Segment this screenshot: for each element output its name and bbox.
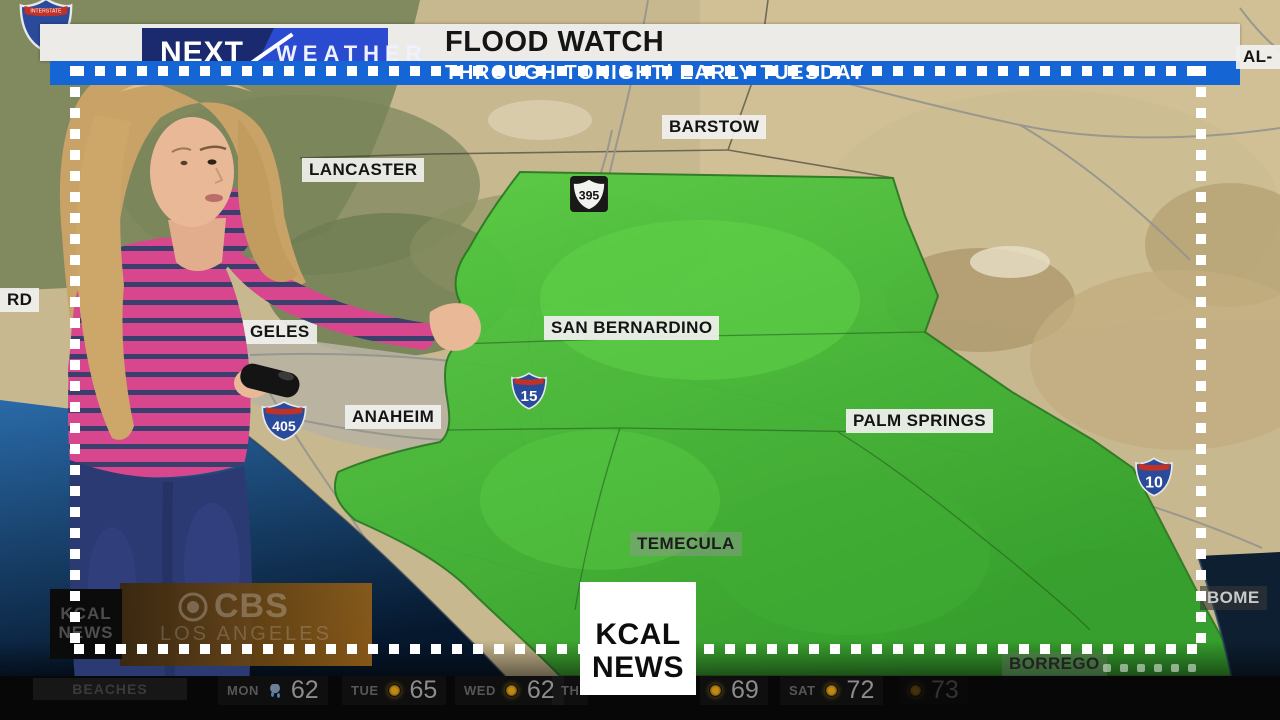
sun-icon (709, 684, 722, 697)
coastline (239, 429, 506, 677)
ticker-day: WED (464, 683, 496, 698)
presenter-eyebrow (171, 147, 192, 153)
ticker-entry-wed: WED 62 (455, 676, 564, 705)
ticker-temp: 65 (409, 676, 438, 704)
selection-border-right (1196, 66, 1206, 648)
sun-icon (824, 684, 838, 697)
presenter-extended-arm (226, 250, 436, 350)
flood-area-shadow (1010, 550, 1190, 650)
ticker-temp: 62 (526, 676, 555, 704)
flood-area-highlight (540, 220, 860, 380)
presenter-hair-front (238, 118, 298, 283)
svg-text:10: 10 (1145, 475, 1163, 492)
kcal-watermark-line2: NEWS (58, 623, 114, 642)
svg-text:395: 395 (579, 189, 600, 203)
presenter-eye (207, 159, 217, 165)
map-label-road-partial: RD (0, 288, 40, 312)
flood-area-highlight (480, 430, 720, 570)
sun-icon (387, 684, 401, 697)
ticker-temp: 72 (846, 676, 875, 704)
presenter-nose (214, 167, 224, 184)
selection-border-top (74, 66, 1206, 76)
map-label-barstow: BARSTOW (662, 115, 767, 139)
map-label-borrego: BORREGO (1002, 652, 1107, 676)
ticker-entry-tue: TUE 65 (342, 676, 446, 705)
cbs-eye-icon (178, 592, 208, 621)
sun-icon (504, 684, 518, 697)
map-label-bombay-partial: BOME (1200, 586, 1267, 610)
ticker-entry-sat: SAT 72 (780, 676, 883, 705)
kcal-logo-line2: NEWS (592, 651, 684, 684)
presenter-hand (429, 303, 481, 351)
presenter-lips (205, 194, 223, 202)
interstate-405-shield-icon: 405 (261, 401, 307, 441)
map-label-palm-springs: PALM SPRINGS (846, 409, 993, 433)
desert-patch (1030, 270, 1280, 450)
ticker-category-beaches: BEACHES (33, 678, 187, 700)
ticker-entry-mon: MON 62 (218, 676, 328, 705)
kcal-watermark-line1: KCAL (60, 604, 112, 623)
ticker-entry-thu-partial: TH (552, 676, 588, 705)
map-label-temecula: TEMECULA (630, 532, 742, 556)
map-attribution-marks (1103, 664, 1196, 672)
ticker-temp: 62 (290, 676, 319, 704)
flood-area-shadow (710, 475, 990, 635)
interstate-15-shield-icon: 15 (511, 372, 547, 410)
ticker-day: SAT (789, 683, 816, 698)
presenter-neck (168, 218, 226, 271)
svg-text:15: 15 (521, 388, 538, 405)
svg-text:405: 405 (272, 419, 296, 435)
presenter-hair-front (75, 115, 134, 440)
selection-border-left (70, 66, 80, 652)
dry-lake (970, 246, 1050, 278)
interstate-10-shield-icon: 10 (1135, 457, 1173, 497)
map-label-los-angeles-partial: GELES (243, 320, 317, 344)
next-weather-banner: FLOOD WATCH NEXT WEATHER (40, 24, 1240, 78)
ticker-day: TH (561, 683, 580, 698)
presenter-eyebrow (199, 145, 227, 152)
remote-highlight (278, 371, 294, 381)
kcal-logo-line1: KCAL (595, 618, 681, 651)
svg-text:INTERSTATE: INTERSTATE (30, 8, 62, 14)
ticker-temp: 69 (731, 676, 759, 704)
ticker-day: TUE (351, 683, 379, 698)
dry-lake (488, 100, 592, 140)
us-395-shield-icon: 395 (570, 176, 608, 212)
sun-icon (909, 684, 922, 697)
ticker-entry-hidden-day: 69 (700, 676, 768, 705)
cbs-watermark-text: CBS (214, 587, 289, 625)
ticker-day: MON (227, 683, 259, 698)
ticker-entry-sun-faded: 73 (900, 676, 968, 705)
presenter-face (150, 117, 234, 227)
flood-watch-title: FLOOD WATCH (445, 26, 665, 58)
rain-icon (267, 683, 282, 698)
ticker-temp: 73 (931, 676, 959, 704)
flood-watch-area (333, 170, 1234, 677)
kcal-news-logo: KCAL NEWS (580, 582, 696, 695)
map-label-cal-partial: AL- (1236, 45, 1280, 69)
cbs-city-watermark: LOS ANGELES (160, 623, 332, 645)
map-label-san-bernardino: SAN BERNARDINO (544, 316, 720, 340)
presenter-eye (180, 160, 188, 166)
map-label-lancaster: LANCASTER (302, 158, 425, 182)
map-label-anaheim: ANAHEIM (345, 405, 442, 429)
